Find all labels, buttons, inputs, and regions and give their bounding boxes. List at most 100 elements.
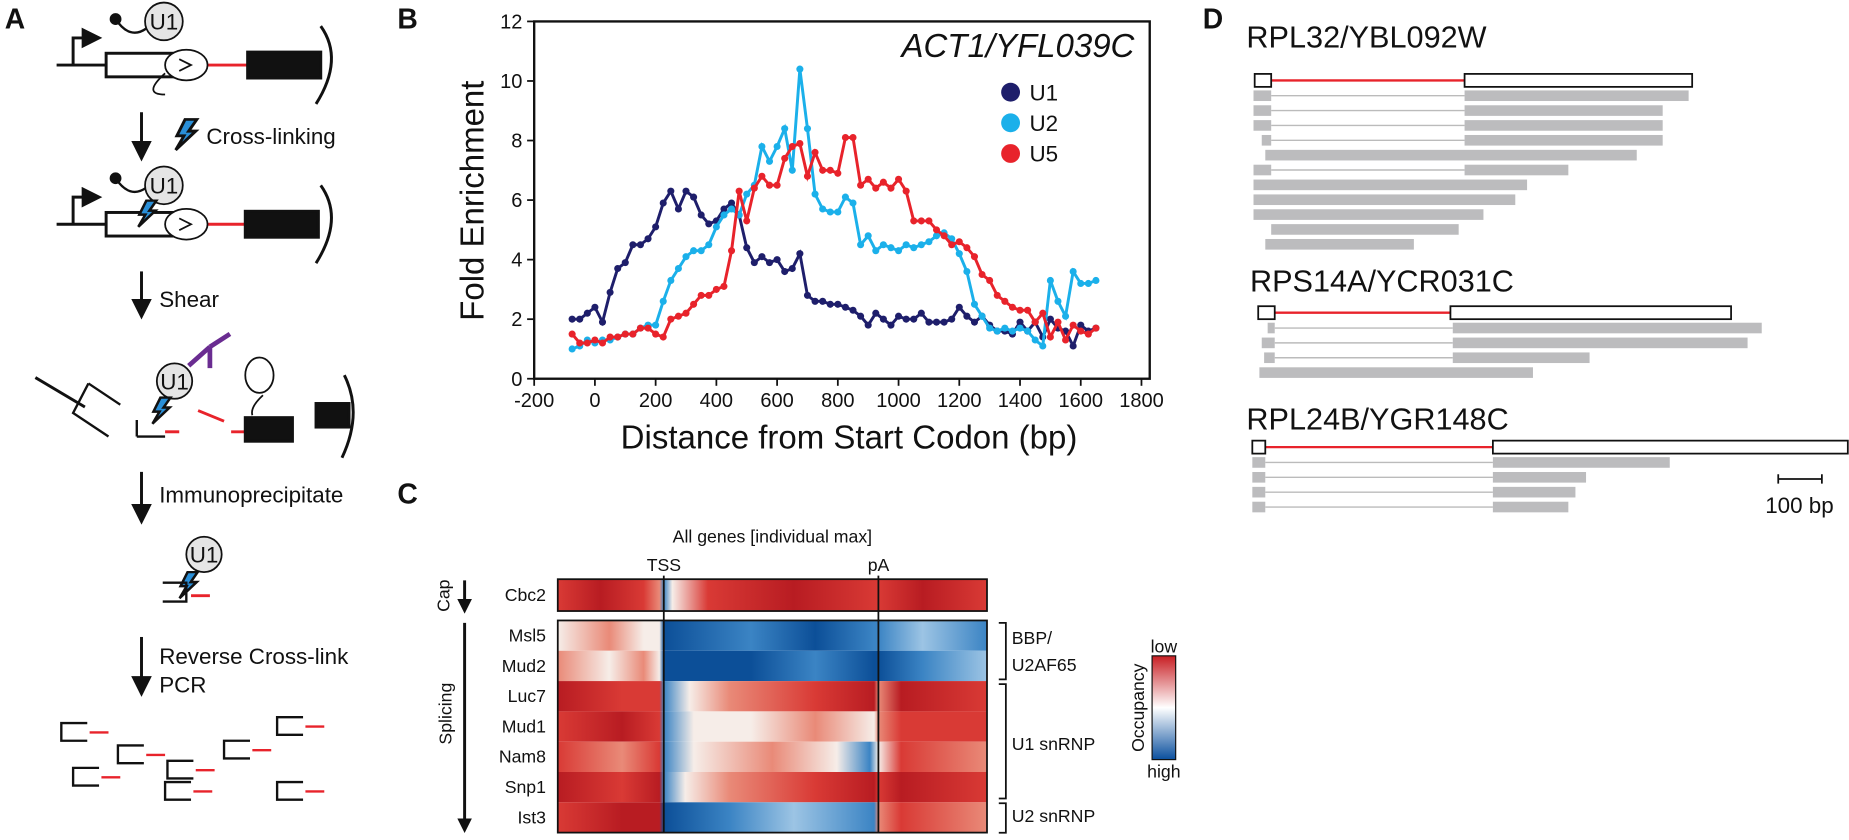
data-point bbox=[902, 241, 910, 249]
heatmap-title: All genes [individual max] bbox=[673, 527, 872, 547]
data-point bbox=[758, 142, 766, 151]
data-point bbox=[932, 226, 941, 234]
data-point bbox=[970, 253, 979, 261]
series-line bbox=[571, 136, 1097, 345]
read bbox=[1252, 457, 1266, 468]
data-point bbox=[712, 285, 720, 293]
gene-step-1-part bbox=[246, 50, 323, 80]
heatmap-row bbox=[557, 620, 987, 651]
ip-fragment-part bbox=[162, 581, 188, 603]
shear-fragments-part bbox=[71, 382, 121, 438]
data-point bbox=[978, 312, 986, 320]
shear-fragments-part bbox=[151, 396, 172, 425]
panel-a-labels: Cross-linking Shear Immunoprecipitate Re… bbox=[150, 10, 350, 698]
panel-label: D bbox=[1203, 3, 1223, 35]
data-point bbox=[1031, 318, 1039, 326]
x-tick-label: 1800 bbox=[1119, 390, 1164, 412]
heatmap-row bbox=[557, 771, 987, 803]
data-point bbox=[765, 181, 774, 189]
row-label: Nam8 bbox=[499, 747, 546, 767]
read bbox=[1452, 337, 1748, 349]
legend-marker bbox=[1001, 82, 1021, 102]
panel-a-diagram-part bbox=[173, 118, 199, 152]
shear-fragments-part bbox=[34, 376, 86, 409]
heatmap-row bbox=[557, 802, 987, 833]
exon bbox=[1257, 305, 1276, 321]
complex-label: U2AF65 bbox=[1012, 655, 1077, 675]
data-point bbox=[682, 253, 690, 261]
data-point bbox=[796, 250, 804, 258]
data-point bbox=[895, 312, 903, 320]
panel-label: C bbox=[397, 478, 417, 510]
data-point bbox=[986, 276, 994, 285]
data-point bbox=[1084, 279, 1092, 287]
group-label: Cap bbox=[433, 579, 453, 612]
read bbox=[1271, 224, 1459, 235]
y-tick-label: 10 bbox=[500, 71, 522, 93]
colorbar bbox=[1151, 655, 1177, 761]
ip-fragment-part bbox=[185, 535, 223, 574]
tss-label: TSS bbox=[647, 555, 681, 575]
data-point bbox=[758, 253, 766, 261]
data-point bbox=[1046, 276, 1054, 285]
data-point bbox=[606, 288, 614, 296]
shear-fragments-part bbox=[251, 394, 264, 416]
data-point bbox=[803, 172, 812, 180]
heatmap-row bbox=[557, 650, 987, 682]
legend-label: U5 bbox=[1029, 142, 1058, 167]
scale-label: 100 bp bbox=[1765, 493, 1833, 518]
read bbox=[1253, 105, 1272, 116]
data-point bbox=[1062, 336, 1070, 344]
y-tick-label: 2 bbox=[511, 309, 522, 331]
data-point bbox=[993, 291, 1001, 299]
read bbox=[1259, 367, 1533, 378]
data-point bbox=[728, 247, 736, 255]
data-point bbox=[796, 65, 804, 73]
exon bbox=[1491, 439, 1849, 455]
panel-c-heatmap: All genes [individual max] TSS pA Cap Sp… bbox=[433, 527, 1181, 834]
data-point bbox=[644, 324, 652, 332]
u1-label: U1 bbox=[160, 369, 189, 394]
u1-label: U1 bbox=[150, 174, 179, 199]
data-point bbox=[1016, 306, 1024, 314]
data-point bbox=[834, 208, 842, 216]
data-point bbox=[576, 315, 584, 323]
data-point bbox=[591, 336, 599, 344]
group-label: Splicing bbox=[436, 683, 456, 745]
gene-name: RPL32/YBL092W bbox=[1246, 20, 1486, 54]
read bbox=[1253, 164, 1272, 176]
panel-a-diagram bbox=[34, 1, 355, 801]
read bbox=[1261, 337, 1275, 349]
data-point bbox=[917, 217, 925, 225]
complex-label: BBP/ bbox=[1012, 628, 1052, 648]
row-label: Mud2 bbox=[502, 656, 546, 676]
data-point bbox=[872, 309, 880, 317]
data-point bbox=[986, 324, 994, 332]
data-point bbox=[819, 166, 827, 174]
series-line bbox=[571, 68, 1097, 351]
shear-fragments-part bbox=[135, 420, 166, 438]
data-point bbox=[864, 175, 872, 183]
x-tick-label: 400 bbox=[700, 390, 733, 412]
read bbox=[1253, 179, 1528, 191]
data-point bbox=[674, 312, 682, 320]
pcr-fragment bbox=[222, 739, 250, 760]
data-point bbox=[697, 291, 705, 299]
data-point bbox=[963, 267, 971, 276]
panel-b-chart: ACT1/YFL039C Distance from Start Codon (… bbox=[453, 12, 1163, 456]
data-point bbox=[1069, 267, 1077, 276]
data-point bbox=[705, 220, 713, 228]
read bbox=[1492, 501, 1569, 513]
read bbox=[1265, 238, 1414, 250]
data-point bbox=[636, 241, 644, 249]
shear-fragments-part bbox=[340, 374, 355, 459]
data-point bbox=[765, 259, 774, 267]
data-point bbox=[955, 250, 963, 258]
shear-fragments-part bbox=[197, 409, 225, 423]
data-point bbox=[872, 247, 880, 255]
complex-label: U1 snRNP bbox=[1012, 734, 1095, 754]
data-point bbox=[1001, 297, 1009, 305]
data-point bbox=[598, 318, 607, 326]
data-point bbox=[993, 327, 1001, 335]
